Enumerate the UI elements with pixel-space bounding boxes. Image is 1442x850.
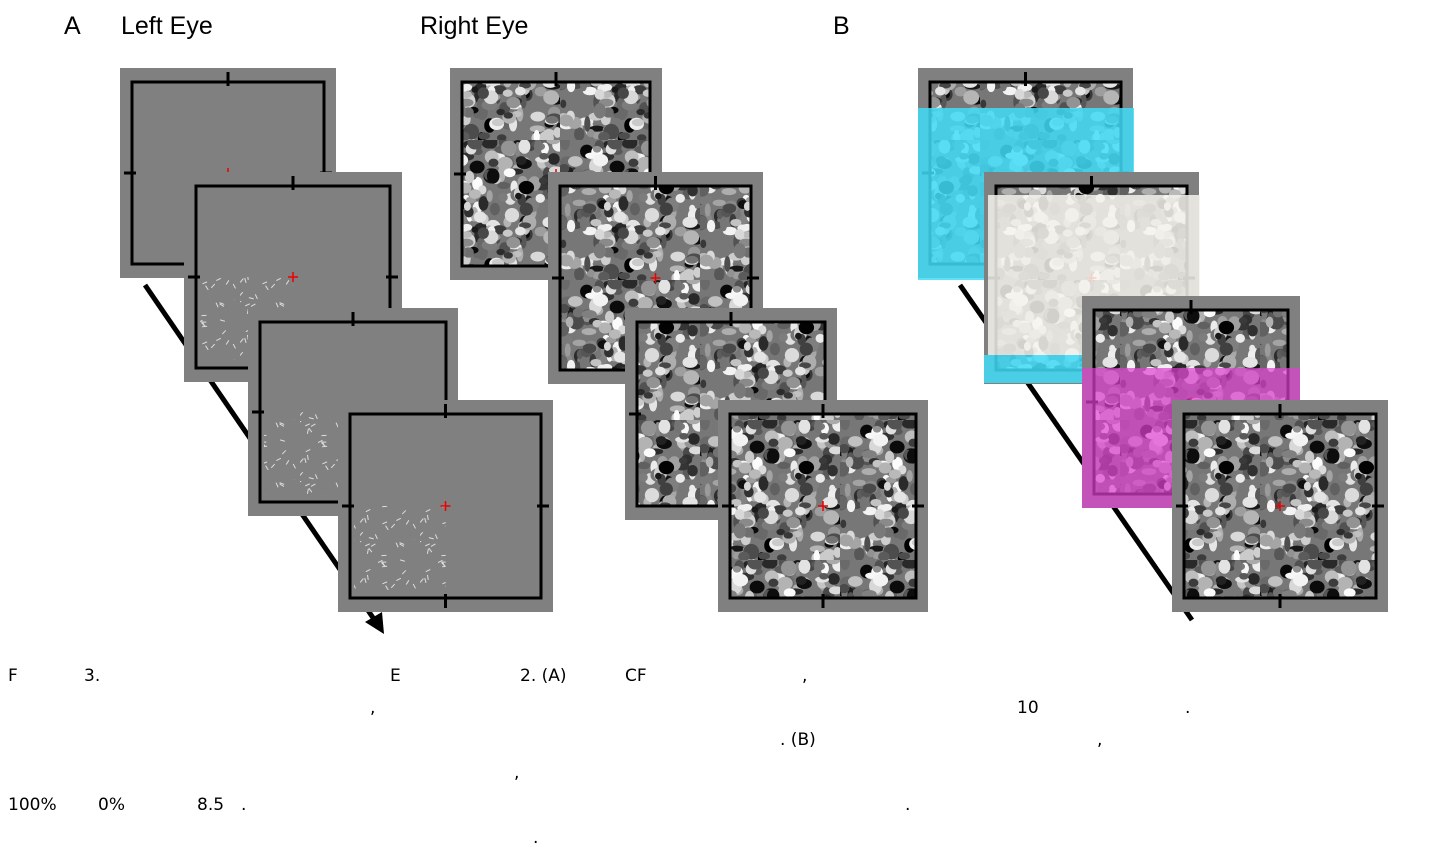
caption-fragment: F — [8, 666, 18, 686]
figure — [0, 0, 1442, 650]
stimulus-frame — [718, 400, 928, 612]
eye-label: Left Eye — [121, 12, 213, 41]
caption-fragment: , — [514, 763, 519, 783]
glitch — [984, 355, 1084, 383]
caption-fragment: 10 — [1017, 698, 1039, 718]
caption-fragment: , — [1097, 730, 1102, 750]
caption-fragment: . — [1185, 698, 1190, 718]
caption-fragment: . (B) — [780, 730, 816, 750]
panel-label: A — [64, 12, 81, 41]
caption-fragment: E — [390, 666, 401, 686]
stimulus-frame — [1172, 400, 1388, 612]
caption-fragment: . — [241, 795, 246, 815]
caption-fragment: 0% — [98, 795, 125, 815]
caption-fragment: . — [905, 795, 910, 815]
caption-fragment: , — [370, 698, 375, 718]
caption-fragment: CF — [625, 666, 647, 686]
eye-label: Right Eye — [420, 12, 528, 41]
page: {"figure": {"panel_a": "A", "left_eye": … — [0, 0, 1442, 850]
caption-fragment: 2. (A) — [520, 666, 567, 686]
caption-fragment: , — [802, 666, 807, 686]
caption-fragment: . — [533, 828, 538, 848]
arrow-head — [365, 612, 384, 634]
stimulus-frame — [338, 400, 553, 612]
caption-fragment: 8.5 — [197, 795, 224, 815]
texture-patch — [354, 506, 446, 591]
panel-label: B — [833, 12, 850, 41]
caption-fragment: 100% — [8, 795, 57, 815]
caption-fragment: 3. — [84, 666, 100, 686]
